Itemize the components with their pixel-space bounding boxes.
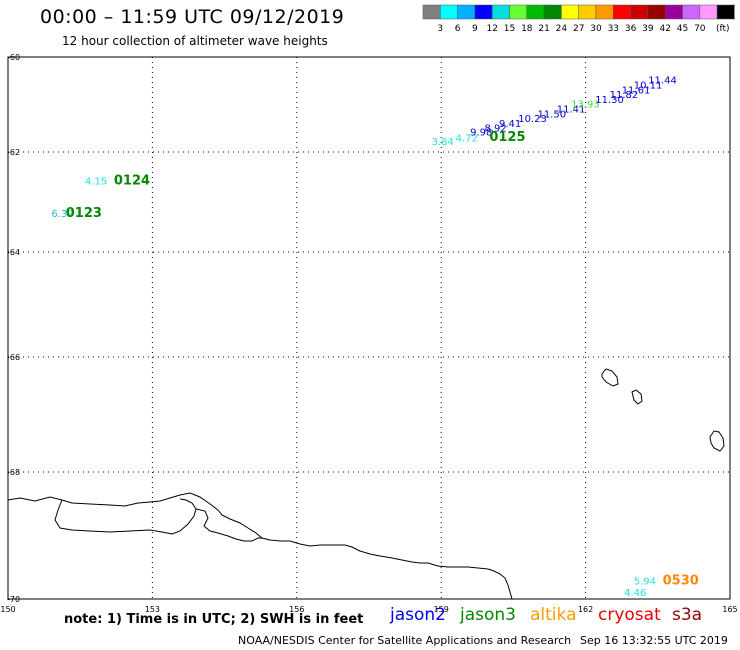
map-frame xyxy=(7,56,731,600)
wave-height-value: 9.98 xyxy=(470,127,492,138)
wave-height-value: 5.94 xyxy=(634,576,656,587)
antarctic-coastline xyxy=(7,492,513,600)
longitude-label: 162 xyxy=(578,605,593,614)
map-title: 00:00 – 11:59 UTC 09/12/2019 xyxy=(40,6,345,28)
longitude-label: 153 xyxy=(145,605,160,614)
colorbar-tick-label: 45 xyxy=(677,24,688,34)
colorbar-tick-label: 18 xyxy=(521,24,533,34)
island-2 xyxy=(631,389,643,405)
pass-time-label: 0530 xyxy=(663,573,699,588)
latitude-label: -68 xyxy=(7,468,20,477)
pass-time-label: 0125 xyxy=(489,130,525,145)
wave-height-value: 11.50 xyxy=(537,109,566,120)
coastal-bay-outline xyxy=(54,498,197,535)
footer-note: note: 1) Time is in UTC; 2) SWH is in fe… xyxy=(64,612,364,627)
colorbar-tick-label: 27 xyxy=(573,24,584,34)
longitude-label: 165 xyxy=(722,605,737,614)
colorbar-tick-label: 42 xyxy=(659,24,670,34)
map-subtitle: 12 hour collection of altimeter wave hei… xyxy=(62,34,328,48)
wave-height-value: 10.11 xyxy=(634,80,663,91)
colorbar-tick-label: 30 xyxy=(590,24,602,34)
colorbar-tick-label: 21 xyxy=(538,24,549,34)
longitude-label: 150 xyxy=(0,605,15,614)
colorbar-tick-label: 39 xyxy=(642,24,654,34)
latitude-label: -70 xyxy=(7,595,20,604)
axis-labels: 150 153 156 159 162 165 -60 -62 -64 -66 -68 -70 xyxy=(0,53,737,614)
colorbar-tick-label: 3 xyxy=(437,24,443,34)
credit-text: NOAA/NESDIS Center for Satellite Applica… xyxy=(238,634,572,647)
colorbar-cell xyxy=(716,4,735,20)
pass-time-label: 0124 xyxy=(114,174,150,189)
colorbar-tick-label: 6 xyxy=(455,24,461,34)
wave-height-value: 11.44 xyxy=(648,76,677,87)
wave-height-value: 11.61 xyxy=(622,86,651,97)
colorbar-unit: (ft) xyxy=(716,24,730,34)
colorbar-tick-label: 70 xyxy=(694,24,706,34)
wave-height-value: 6.39 xyxy=(51,209,73,220)
latitude-label: -66 xyxy=(7,353,20,362)
wave-height-value: 4.72 xyxy=(456,134,478,145)
wave-height-value: 13.93 xyxy=(571,99,600,110)
coastal-peninsula-outline xyxy=(195,508,262,542)
legend-jason3: jason3 xyxy=(460,605,516,625)
colorbar-tick-label: 33 xyxy=(608,24,619,34)
timestamp: Sep 16 13:32:55 UTC 2019 xyxy=(580,634,728,647)
colorbar-tick-label: 9 xyxy=(472,24,478,34)
legend-altika: altika xyxy=(530,605,577,625)
pass-time-label: 0123 xyxy=(66,206,102,221)
colorbar-tick-label: 12 xyxy=(486,24,497,34)
latitude-label: -60 xyxy=(7,53,20,62)
colorbar: 3 6 9 12 15 18 21 24 27 30 33 36 39 42 45 70 (ft) xyxy=(422,4,735,34)
wave-height-value: 3.84 xyxy=(432,137,454,148)
legend-s3a: s3a xyxy=(672,605,703,625)
coastline xyxy=(7,368,725,600)
pass-labels: 0123 0124 0125 0530 xyxy=(66,130,699,588)
grid xyxy=(8,57,730,599)
legend-jason2: jason2 xyxy=(390,605,446,625)
longitude-label: 159 xyxy=(434,605,449,614)
wave-height-value: 4.15 xyxy=(85,177,107,188)
wave-height-value: 11.82 xyxy=(610,90,639,101)
observation-labels: 6.394.153.84 4.729.988.929.4110.2311.5011… xyxy=(51,76,676,599)
wave-height-value: 11.30 xyxy=(595,95,624,106)
colorbar-tick-label: 36 xyxy=(625,24,637,34)
longitude-label: 156 xyxy=(289,605,304,614)
island-3 xyxy=(709,430,725,452)
wave-height-value: 11.41 xyxy=(557,105,586,116)
colorbar-tick-label: 15 xyxy=(504,24,515,34)
latitude-label: -62 xyxy=(7,148,20,157)
island-1 xyxy=(601,368,619,387)
colorbar-tick-label: 24 xyxy=(556,24,568,34)
wave-height-value: 9.41 xyxy=(499,119,521,130)
wave-height-value: 10.23 xyxy=(518,114,547,125)
wave-height-value: 4.46 xyxy=(624,588,646,599)
latitude-label: -64 xyxy=(7,248,20,257)
legend-cryosat: cryosat xyxy=(598,605,661,625)
wave-height-value: 8.92 xyxy=(485,124,507,135)
